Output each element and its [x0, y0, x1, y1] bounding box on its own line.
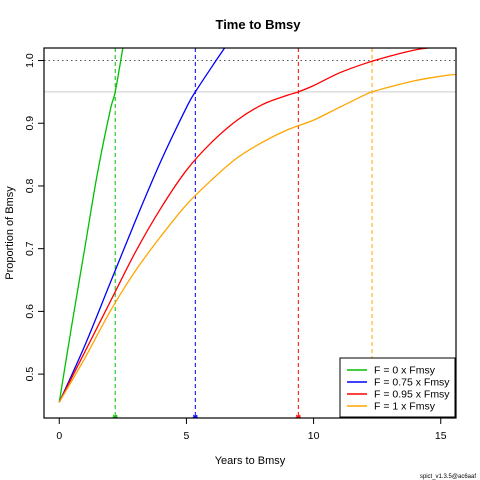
- time-marker-point-0: [112, 414, 118, 418]
- x-tick-label-1: 5: [183, 430, 189, 442]
- y-axis-label: Proportion of Bmsy: [4, 186, 16, 280]
- legend-label-1: F = 0.75 x Fmsy: [374, 377, 450, 389]
- axes: 0 5 10 15 0.5 0.6 0.7 0.8 0.9 1.0: [24, 53, 447, 442]
- series-line-2: [58, 48, 429, 403]
- x-axis-label: Years to Bmsy: [215, 455, 286, 467]
- time-marker-point-2: [295, 414, 301, 418]
- legend-label-2: F = 0.95 x Fmsy: [374, 389, 450, 401]
- x-tick-label-2: 10: [308, 430, 320, 442]
- legend-label-3: F = 1 x Fmsy: [374, 401, 436, 413]
- y-tick-label-2: 0.7: [24, 241, 36, 256]
- y-tick-label-3: 0.8: [24, 179, 36, 194]
- plot-area: [44, 48, 456, 418]
- legend-label-0: F = 0 x Fmsy: [374, 365, 436, 377]
- y-tick-label-5: 1.0: [24, 53, 36, 68]
- y-tick-label-4: 0.9: [24, 116, 36, 131]
- y-tick-label-0: 0.5: [24, 367, 36, 382]
- legend-box: [339, 357, 456, 418]
- chart-title: Time to Bmsy: [215, 17, 301, 32]
- plot-frame: [43, 47, 457, 419]
- y-tick-label-1: 0.6: [24, 304, 36, 319]
- x-tick-label-0: 0: [56, 430, 62, 442]
- series-line-3: [58, 73, 456, 403]
- x-tick-label-3: 15: [435, 430, 447, 442]
- series-line-0: [58, 48, 124, 403]
- series-line-1: [58, 48, 226, 403]
- time-marker-point-1: [192, 414, 198, 418]
- version-footnote: spict_v1.3.5@ac6aaf: [420, 474, 476, 480]
